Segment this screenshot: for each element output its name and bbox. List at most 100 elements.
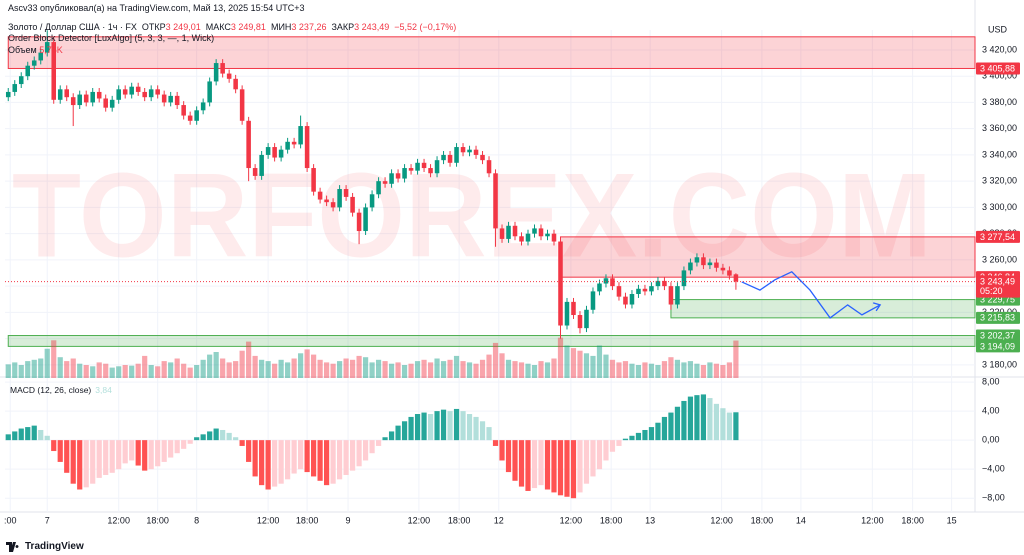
candle-body <box>142 91 147 98</box>
macd-bar <box>220 429 226 441</box>
macd-bar <box>414 414 421 441</box>
macd-bar <box>304 440 310 473</box>
x-tick-label: 15 <box>947 515 957 525</box>
macd-bar <box>336 440 343 480</box>
candle-body <box>395 173 401 179</box>
candle-body <box>298 126 303 145</box>
y-tick-label: 8,00 <box>982 376 1000 386</box>
candle-body <box>239 89 245 121</box>
candle-body <box>733 274 739 282</box>
forecast-line <box>741 271 881 319</box>
volume-bar <box>168 362 174 378</box>
candle-body <box>363 207 368 232</box>
volume-bar <box>492 342 499 378</box>
candle-body <box>428 168 433 174</box>
ohlc-value: 3 243,49 <box>354 21 390 32</box>
order-block <box>559 236 976 278</box>
macd-bar <box>505 440 512 473</box>
volume-bar <box>200 359 206 378</box>
macd-bar <box>466 414 473 441</box>
candle-body <box>155 89 160 95</box>
candle-body <box>116 89 121 100</box>
symbol[interactable]: Золото / Доллар США · 1ч · FX <box>8 21 137 32</box>
candle-body <box>291 141 297 145</box>
macd-bar <box>694 395 700 441</box>
macd-bar <box>557 440 564 496</box>
volume-bar <box>233 361 239 378</box>
volume-bar <box>330 363 336 378</box>
macd-bar <box>252 440 258 477</box>
macd-bar <box>648 427 655 441</box>
candle-body <box>70 97 76 106</box>
macd-bar <box>298 440 304 470</box>
candle-body <box>207 81 212 103</box>
volume-bar <box>648 363 655 378</box>
macd-bar <box>343 440 349 475</box>
candle-body <box>447 154 453 163</box>
macd-bar <box>239 440 245 446</box>
indicator[interactable]: Order Block Detector [LuxAlgo] (5, 3, 3,… <box>8 33 215 43</box>
candle-body <box>623 296 628 305</box>
candle-body <box>233 78 238 90</box>
macd-bar <box>512 440 518 481</box>
currency: USD <box>988 24 1008 34</box>
volume-bar <box>187 367 193 378</box>
volume-bar <box>239 350 245 378</box>
volume-bar <box>434 358 440 378</box>
y-tick-label: 3 180,00 <box>982 359 1017 369</box>
macd-bar <box>64 440 70 473</box>
macd-bar <box>583 440 590 484</box>
price-tag-label: 3 277,54 <box>980 232 1015 242</box>
candle-body <box>246 120 251 169</box>
candle-body <box>103 98 108 108</box>
candle-body <box>486 160 492 174</box>
volume-legend: Объем 5,76K <box>8 45 456 57</box>
macd-bar <box>395 425 401 441</box>
candle-body <box>415 162 420 171</box>
volume-label: Объем <box>8 44 37 55</box>
candle-body <box>330 202 336 208</box>
volume-bar <box>285 362 291 378</box>
volume-bar <box>103 363 109 378</box>
volume-bar <box>44 348 50 378</box>
macd-bar <box>525 440 531 491</box>
volume-bar <box>259 359 265 378</box>
candle-body <box>564 301 570 326</box>
macd-bar <box>142 440 148 471</box>
candle-body <box>109 99 115 108</box>
macd-title[interactable]: MACD (12, 26, close) <box>10 385 92 395</box>
macd-bar <box>233 437 239 441</box>
volume-bar <box>129 365 135 378</box>
candle-body <box>636 288 641 295</box>
volume-bar <box>538 361 544 378</box>
volume-bar <box>362 357 369 378</box>
x-tick-label: 18:00 <box>296 515 319 525</box>
price-tag-label: 3 229,75 <box>980 294 1015 304</box>
y-tick-label: −4,00 <box>982 464 1005 474</box>
x-tick-label: 12:00 <box>408 515 431 525</box>
volume-bar <box>155 366 161 378</box>
macd-bar <box>31 425 37 441</box>
candle-body <box>434 160 440 174</box>
macd-bar <box>356 440 362 467</box>
candle-body <box>512 225 518 237</box>
macd-bar <box>668 412 674 441</box>
macd-bar <box>116 440 122 470</box>
macd-bar <box>12 431 18 441</box>
candle-body <box>454 147 459 163</box>
volume-bar <box>505 359 512 378</box>
macd-bar <box>77 440 83 490</box>
candle-body <box>545 233 550 237</box>
candle-body <box>51 42 57 100</box>
macd-bar <box>629 435 635 441</box>
volume-bar <box>246 341 252 378</box>
candle-body <box>304 126 310 169</box>
candle-body <box>499 228 505 239</box>
macd-bar <box>551 440 557 493</box>
volume-bar <box>194 365 200 378</box>
macd-bar <box>226 432 232 441</box>
volume-bar <box>700 365 707 378</box>
macd-bar <box>57 440 63 462</box>
volume-bar <box>525 363 531 378</box>
volume-value: 5,76K <box>39 44 63 55</box>
